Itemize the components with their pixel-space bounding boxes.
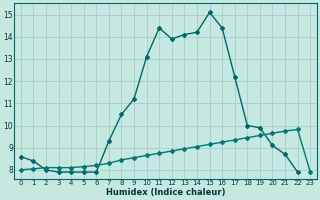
X-axis label: Humidex (Indice chaleur): Humidex (Indice chaleur) bbox=[106, 188, 225, 197]
